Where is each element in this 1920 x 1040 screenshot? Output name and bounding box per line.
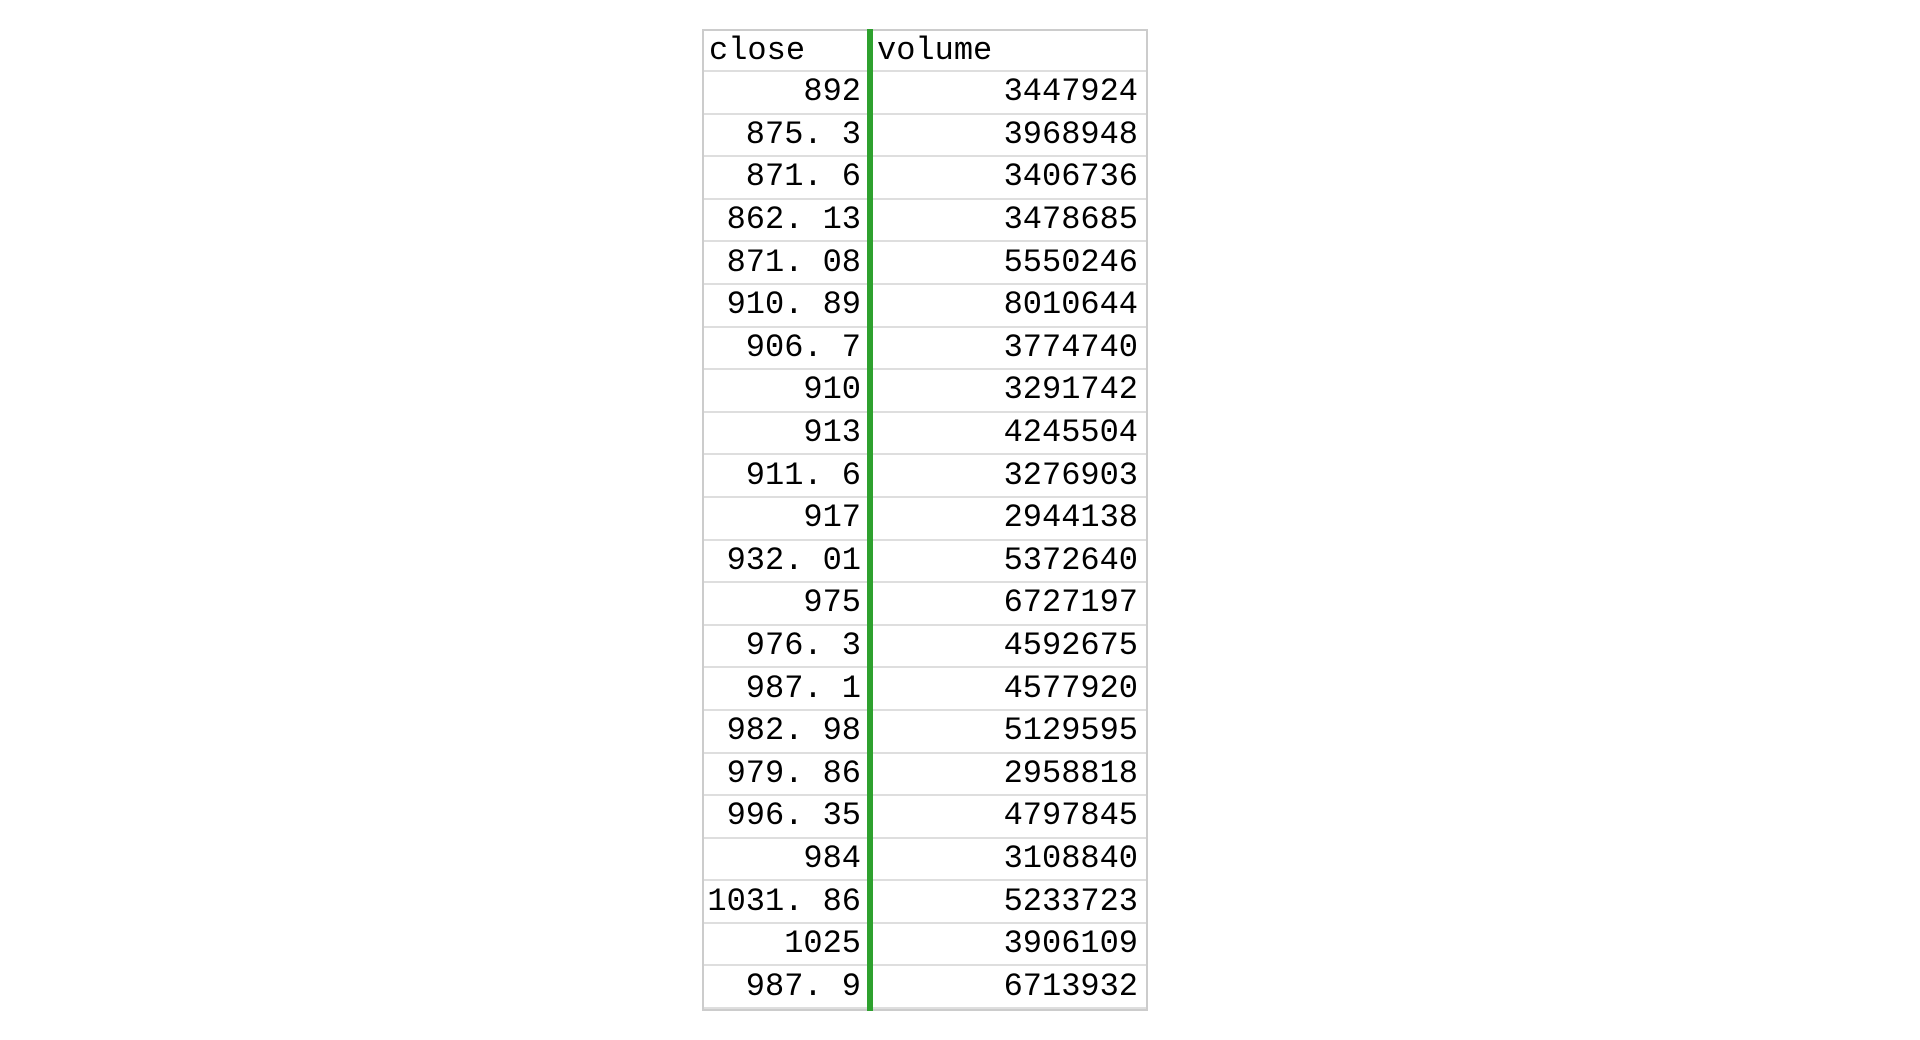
table-row: 1031. 86 5233723 (704, 881, 1146, 924)
column-divider-green[interactable] (867, 29, 873, 1011)
close-cell[interactable]: 932. 01 (726, 544, 861, 577)
table-row: 871. 6 3406736 (704, 157, 1146, 200)
table-row: 911. 6 3276903 (704, 455, 1146, 498)
table-row: 917 2944138 (704, 498, 1146, 541)
close-cell[interactable]: 975 (803, 587, 861, 620)
table-row: 982. 98 5129595 (704, 711, 1146, 754)
close-cell[interactable]: 913 (803, 417, 861, 450)
close-cell[interactable]: 871. 08 (726, 246, 861, 279)
close-cell[interactable]: 892 (803, 76, 861, 109)
volume-cell[interactable]: 3108840 (1003, 842, 1138, 875)
volume-cell[interactable]: 4797845 (1003, 800, 1138, 833)
close-cell[interactable]: 910. 89 (726, 289, 861, 322)
close-cell[interactable]: 1025 (784, 928, 861, 961)
close-cell[interactable]: 1031. 86 (707, 885, 861, 918)
table-row: 979. 86 2958818 (704, 754, 1146, 797)
close-cell[interactable]: 984 (803, 842, 861, 875)
volume-cell[interactable]: 3478685 (1003, 204, 1138, 237)
volume-cell[interactable]: 3291742 (1003, 374, 1138, 407)
close-cell[interactable]: 911. 6 (745, 459, 861, 492)
table-row: 996. 35 4797845 (704, 796, 1146, 839)
volume-cell[interactable]: 5550246 (1003, 246, 1138, 279)
volume-cell[interactable]: 3276903 (1003, 459, 1138, 492)
volume-cell[interactable]: 4592675 (1003, 630, 1138, 663)
table-row: 984 3108840 (704, 839, 1146, 882)
table-row: 913 4245504 (704, 413, 1146, 456)
close-cell[interactable]: 979. 86 (726, 757, 861, 790)
close-cell[interactable]: 906. 7 (745, 331, 861, 364)
volume-cell[interactable]: 5233723 (1003, 885, 1138, 918)
table-row: 871. 08 5550246 (704, 242, 1146, 285)
volume-cell[interactable]: 4245504 (1003, 417, 1138, 450)
table-row: 892 3447924 (704, 72, 1146, 115)
volume-cell[interactable]: 3774740 (1003, 331, 1138, 364)
volume-cell[interactable]: 4577920 (1003, 672, 1138, 705)
volume-cell[interactable]: 8010644 (1003, 289, 1138, 322)
table-row: 862. 13 3478685 (704, 200, 1146, 243)
close-cell[interactable]: 987. 1 (745, 672, 861, 705)
table-row: 975 6727197 (704, 583, 1146, 626)
table-row: 987. 9 6713932 (704, 966, 1146, 1010)
table-row: 910 3291742 (704, 370, 1146, 413)
volume-cell[interactable]: 6727197 (1003, 587, 1138, 620)
table-row: 1025 3906109 (704, 924, 1146, 967)
close-cell[interactable]: 917 (803, 502, 861, 535)
close-cell[interactable]: 996. 35 (726, 800, 861, 833)
table-row: 875. 3 3968948 (704, 115, 1146, 158)
volume-cell[interactable]: 6713932 (1003, 970, 1138, 1003)
close-cell[interactable]: 875. 3 (745, 118, 861, 151)
close-cell[interactable]: 910 (803, 374, 861, 407)
spreadsheet-table: close volume 892 3447924 875. 3 3968948 … (702, 29, 1148, 1011)
volume-cell[interactable]: 3447924 (1003, 76, 1138, 109)
column-header-volume[interactable]: volume (877, 34, 993, 67)
volume-cell[interactable]: 3406736 (1003, 161, 1138, 194)
volume-cell[interactable]: 5372640 (1003, 544, 1138, 577)
close-cell[interactable]: 871. 6 (745, 161, 861, 194)
close-cell[interactable]: 862. 13 (726, 204, 861, 237)
table-row: 932. 01 5372640 (704, 541, 1146, 584)
volume-cell[interactable]: 5129595 (1003, 715, 1138, 748)
close-cell[interactable]: 982. 98 (726, 715, 861, 748)
table-row: 987. 1 4577920 (704, 668, 1146, 711)
table-row: 976. 3 4592675 (704, 626, 1146, 669)
table-header-row: close volume (704, 31, 1146, 72)
volume-cell[interactable]: 2958818 (1003, 757, 1138, 790)
close-cell[interactable]: 976. 3 (745, 630, 861, 663)
close-cell[interactable]: 987. 9 (745, 970, 861, 1003)
column-header-close[interactable]: close (709, 34, 806, 67)
volume-cell[interactable]: 2944138 (1003, 502, 1138, 535)
table-row: 906. 7 3774740 (704, 328, 1146, 371)
table-row: 910. 89 8010644 (704, 285, 1146, 328)
volume-cell[interactable]: 3906109 (1003, 928, 1138, 961)
volume-cell[interactable]: 3968948 (1003, 118, 1138, 151)
